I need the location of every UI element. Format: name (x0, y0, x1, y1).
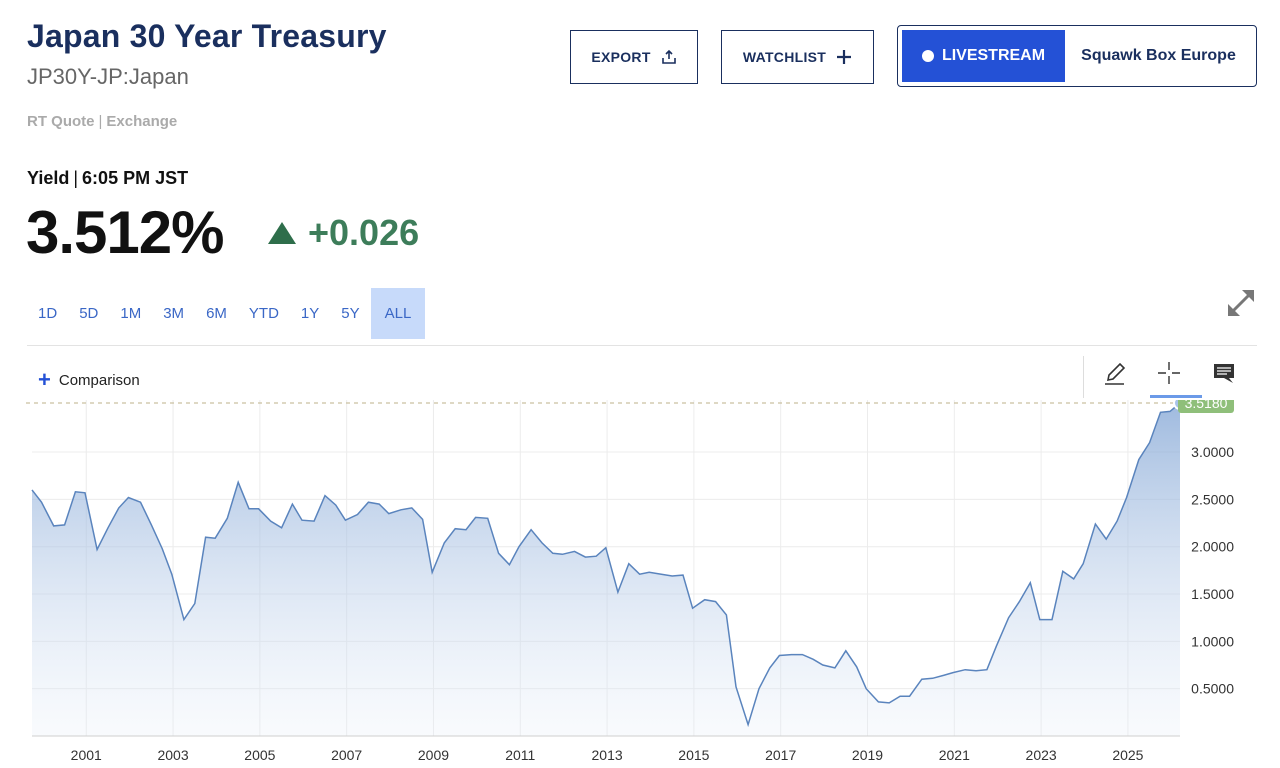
quote-type: RT Quote (27, 113, 95, 130)
last-value-label: 3.5180 (1185, 400, 1228, 411)
live-dot-icon (921, 50, 934, 62)
x-tick-label: 2011 (505, 747, 535, 763)
x-tick-label: 2005 (244, 747, 275, 763)
x-tick-label: 2013 (592, 747, 623, 763)
quote-header-separator: | (73, 168, 79, 188)
y-tick-label: 1.5000 (1191, 586, 1234, 602)
crosshair-active-indicator (1150, 395, 1202, 398)
livestream-widget: LIVESTREAM Squawk Box Europe (897, 25, 1257, 87)
y-tick-label: 2.0000 (1191, 539, 1234, 555)
series-area (32, 403, 1180, 736)
price-change: +0.026 (268, 212, 419, 254)
pencil-icon[interactable] (1097, 358, 1133, 388)
export-label: EXPORT (591, 49, 651, 65)
comment-icon[interactable] (1206, 358, 1242, 388)
range-tab-ytd[interactable]: YTD (248, 305, 279, 322)
quote-source: RT Quote | Exchange (27, 113, 177, 130)
expand-icon[interactable] (1224, 286, 1258, 320)
range-tab-6m[interactable]: 6M (206, 305, 227, 322)
y-tick-label: 0.5000 (1191, 681, 1234, 697)
series-line (31, 402, 1181, 728)
crosshair-icon[interactable] (1151, 358, 1187, 388)
x-tick-label: 2003 (157, 747, 188, 763)
range-tab-1m[interactable]: 1M (120, 305, 142, 322)
livestream-label: LIVESTREAM (941, 47, 1046, 64)
x-tick-label: 2021 (939, 747, 970, 763)
x-tick-label: 2015 (678, 747, 709, 763)
share-icon (661, 49, 677, 65)
quote-source-separator: | (98, 113, 103, 130)
plus-icon (836, 49, 852, 65)
quote-header: Yield | 6:05 PM JST (27, 168, 188, 189)
range-tab-5d[interactable]: 5D (79, 305, 99, 322)
x-tick-label: 2007 (331, 747, 362, 763)
exchange-label: Exchange (106, 113, 178, 130)
y-tick-label: 2.5000 (1191, 491, 1234, 507)
x-tick-label: 2025 (1112, 747, 1143, 763)
range-tab-5y[interactable]: 5Y (341, 305, 360, 322)
x-tick-label: 2023 (1026, 747, 1057, 763)
comparison-button[interactable]: + Comparison (38, 369, 140, 391)
range-tab-3m[interactable]: 3M (163, 305, 185, 322)
x-tick-label: 2009 (418, 747, 449, 763)
last-value-badge (1178, 400, 1234, 414)
livestream-button[interactable]: LIVESTREAM (902, 30, 1065, 82)
plus-icon: + (38, 367, 51, 392)
x-tick-label: 2001 (71, 747, 102, 763)
yield-chart[interactable]: 3.5180 0.5000 1.0000 1.5000 2.0000 2.5000 3.00… (0, 400, 1280, 768)
range-tab-all[interactable]: ALL (370, 288, 426, 339)
up-triangle-icon (268, 222, 296, 244)
x-tick-label: 2019 (852, 747, 883, 763)
time-range-selector: 1D 5D 1M 3M 6M YTD 1Y 5Y ALL (27, 288, 426, 339)
ticker-subtitle: JP30Y-JP:Japan (27, 64, 189, 89)
watchlist-label: WATCHLIST (742, 49, 827, 65)
page-title: Japan 30 Year Treasury (27, 18, 387, 54)
change-value: +0.026 (308, 212, 420, 253)
x-tick-label: 2017 (765, 747, 796, 763)
comparison-label: Comparison (58, 371, 140, 389)
range-tab-1y[interactable]: 1Y (300, 305, 320, 322)
y-tick-label: 1.0000 (1191, 633, 1234, 649)
yield-label: Yield (27, 168, 70, 188)
quote-time: 6:05 PM JST (82, 168, 189, 188)
range-tab-1d[interactable]: 1D (38, 305, 58, 322)
toolbar-divider (1083, 356, 1084, 398)
y-tick-label: 3.0000 (1191, 444, 1234, 460)
last-price: 3.512% (26, 199, 224, 266)
export-button[interactable]: EXPORT (570, 30, 698, 84)
livestream-show-link[interactable]: Squawk Box Europe (1081, 47, 1236, 64)
watchlist-button[interactable]: WATCHLIST (721, 30, 874, 84)
chart-top-divider (27, 345, 1257, 346)
